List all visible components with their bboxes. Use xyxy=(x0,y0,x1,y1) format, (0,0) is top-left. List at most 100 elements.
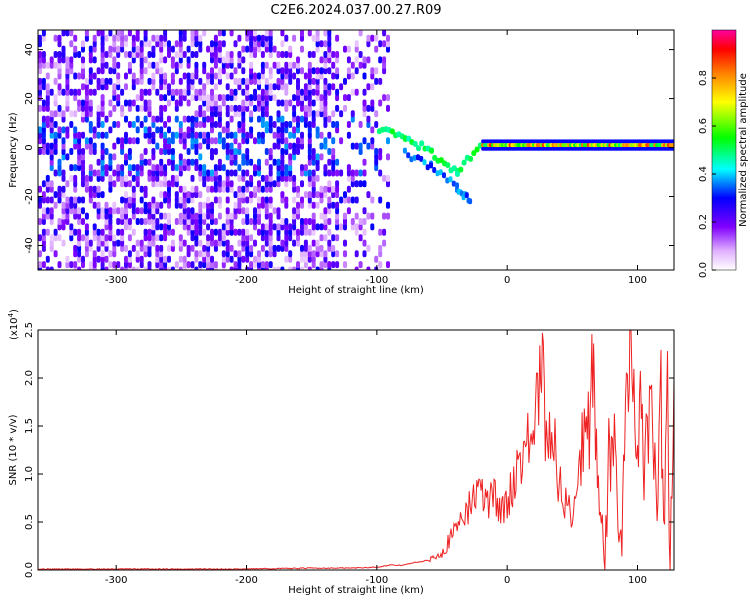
heatmap-cell-593 xyxy=(139,196,144,204)
heatmap-cell-245 xyxy=(81,234,85,242)
heatmap-cell-1072 xyxy=(213,180,218,188)
heatmap-cell-460 xyxy=(116,207,121,215)
heatmap-cell-1873 xyxy=(346,185,351,193)
heatmap-cell-160 xyxy=(65,207,70,215)
heatmap-cell-646 xyxy=(147,169,152,177)
heatmap-cell-1448 xyxy=(268,45,273,53)
heatmap-cell-1524 xyxy=(284,196,289,204)
heatmap-cell-91 xyxy=(49,61,54,69)
heatmap-cell-293 xyxy=(88,239,93,247)
heatmap-cell-356 xyxy=(96,67,101,75)
heatmap-cell-138 xyxy=(61,207,66,215)
heatmap-cell-1574 xyxy=(292,174,297,182)
heatmap-cell-1881 xyxy=(346,67,351,75)
heatmap-cell-539 xyxy=(127,104,132,112)
heatmap-cell-163 xyxy=(65,180,70,188)
heatmap-cell-573 xyxy=(135,180,140,188)
heatmap-cell-176 xyxy=(65,56,70,64)
heatmap-cell-1432 xyxy=(268,185,273,193)
heatmap-cell-1980 xyxy=(378,153,383,161)
heatmap-cell-1767 xyxy=(323,169,328,177)
heatmap-cell-463 xyxy=(116,164,121,172)
heatmap-cell-1506 xyxy=(280,121,285,128)
heatmap-cell-118 xyxy=(57,169,62,177)
heatmap-cell-1232 xyxy=(237,61,242,69)
heatmap-cell-1673 xyxy=(307,121,312,128)
heatmap-cell-96 xyxy=(53,201,58,209)
heatmap-cell-1963 xyxy=(374,255,379,263)
heatmap-cell-739 xyxy=(163,255,168,263)
heatmap-cell-424 xyxy=(108,153,113,161)
heatmap-cell-344 xyxy=(96,191,101,199)
heatmap-cell-664 xyxy=(151,212,156,220)
heatmap-cell-1104 xyxy=(217,121,222,128)
heatmap-cell-1187 xyxy=(229,56,234,64)
heatmap-cell-855 xyxy=(182,255,187,263)
heatmap-cell-1908 xyxy=(354,45,359,53)
heatmap-cell-23 xyxy=(41,261,46,269)
heatmap-cell-729 xyxy=(159,77,164,85)
heatmap-cell-249 xyxy=(81,180,85,188)
heatmap-cell-1489 xyxy=(276,51,281,58)
heatmap-cell-1612 xyxy=(300,255,304,263)
heatmap-cell-150 xyxy=(61,110,66,118)
heatmap-cell-920 xyxy=(190,115,195,123)
heatmap-cell-1478 xyxy=(276,142,281,150)
heatmap-cell-9 xyxy=(38,137,42,145)
heatmap-cell-1642 xyxy=(303,218,308,225)
heatmap-cell-1517 xyxy=(284,244,289,252)
heatmap-cell-1074 xyxy=(213,169,218,177)
heatmap-cell-805 xyxy=(170,56,175,64)
heatmap-cell-540 xyxy=(127,99,132,107)
heatmap-cell-1174 xyxy=(229,180,234,188)
heatmap-cell-1597 xyxy=(296,148,300,155)
heatmap-cell-1251 xyxy=(241,131,246,139)
heatmap-cell-361 xyxy=(100,250,105,258)
heatmap-cell-1269 xyxy=(245,228,250,236)
heatmap-cell-1887 xyxy=(350,180,355,188)
heatmap-cell-989 xyxy=(202,218,207,225)
heatmap-cell-798 xyxy=(170,137,175,145)
heatmap-cell-126 xyxy=(57,83,62,91)
heatmap-cell-686 xyxy=(155,261,160,269)
heatmap-cell-186 xyxy=(69,164,74,172)
heatmap-cell-943 xyxy=(194,142,199,150)
heatmap-cell-1136 xyxy=(221,40,226,48)
heatmap-cell-1345 xyxy=(257,212,261,220)
heatmap-cell-1721 xyxy=(315,158,320,166)
heatmap-cell-1984 xyxy=(378,56,383,64)
heatmap-cell-323 xyxy=(92,191,97,199)
heatmap-cell-493 xyxy=(120,104,125,112)
heatmap-cell-1403 xyxy=(264,180,269,188)
heatmap-cell-1553 xyxy=(288,153,293,161)
heatmap-cell-1410 xyxy=(264,104,269,112)
heatmap-cell-302 xyxy=(88,137,93,145)
colorbar-tick-label-0: 0.0 xyxy=(698,262,709,278)
heatmap-cell-375 xyxy=(100,131,105,139)
heatmap-cell-1977 xyxy=(378,228,383,236)
heatmap-cell-369 xyxy=(100,169,105,177)
heatmap-cell-1119 xyxy=(221,255,226,263)
heatmap-cell-2020 xyxy=(412,141,418,147)
heatmap-cell-1509 xyxy=(280,83,285,91)
heatmap-cell-1412 xyxy=(264,94,269,102)
heatmap-cell-2060 xyxy=(451,180,456,187)
heatmap-cell-1535 xyxy=(284,99,289,107)
heatmap-cell-1275 xyxy=(245,180,250,188)
heatmap-cell-822 xyxy=(174,51,179,58)
heatmap-cell-1554 xyxy=(288,142,293,150)
heatmap-cell-1490 xyxy=(280,266,285,270)
y-tick-label-1: -20 xyxy=(24,188,35,204)
heatmap-cell-255 xyxy=(81,148,85,155)
heatmap-cell-820 xyxy=(174,67,179,75)
heatmap-cell-187 xyxy=(69,148,74,155)
heatmap-cell-1364 xyxy=(257,40,261,48)
heatmap-cell-1435 xyxy=(268,169,273,177)
heatmap-cell-1465 xyxy=(272,45,277,53)
heatmap-cell-688 xyxy=(155,250,160,258)
heatmap-cell-560 xyxy=(131,77,136,85)
heatmap-cell-359 xyxy=(100,261,105,269)
heatmap-cell-608 xyxy=(139,51,144,58)
heatmap-cell-223 xyxy=(77,244,82,252)
heatmap-cell-874 xyxy=(182,51,187,58)
